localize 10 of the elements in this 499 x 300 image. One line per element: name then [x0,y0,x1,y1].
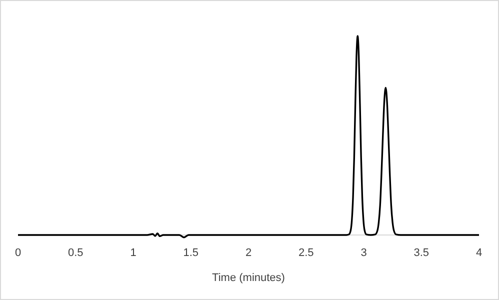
x-tick-label: 3.5 [414,247,430,259]
x-tick-label: 1 [130,247,136,259]
x-tick-label: 0 [14,247,22,259]
x-tick-label: 4 [476,247,482,259]
x-tick-label: 2.5 [298,247,314,259]
x-axis-title: Time (minutes) [212,272,285,284]
x-tick-label: 2 [245,247,252,259]
x-tick-label: 3 [360,247,367,259]
x-tick-label: 0.5 [68,247,84,259]
x-tick-label: 1.5 [183,247,199,259]
